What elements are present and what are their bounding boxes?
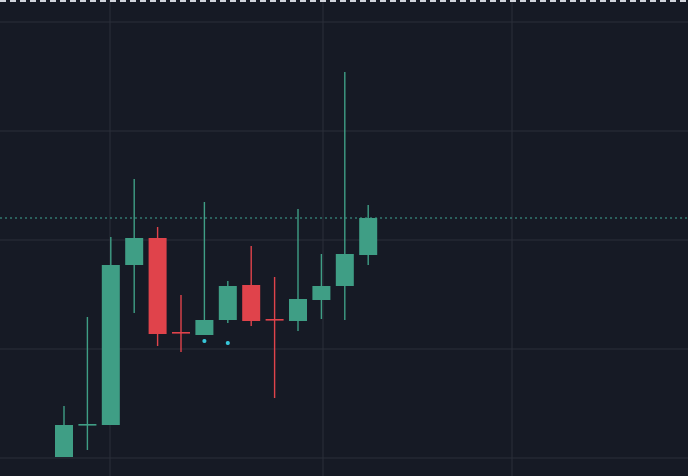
candle-body-9 bbox=[265, 319, 284, 321]
candle-12 bbox=[335, 72, 354, 320]
candle-1 bbox=[78, 317, 97, 450]
candle-10 bbox=[289, 209, 307, 331]
candle-4 bbox=[148, 227, 167, 346]
candle-body-6 bbox=[195, 320, 214, 335]
candle-body-1 bbox=[78, 424, 97, 426]
candle-body-11 bbox=[312, 286, 331, 300]
candle-9 bbox=[265, 277, 284, 398]
candle-5 bbox=[172, 295, 190, 352]
candle-body-12 bbox=[335, 254, 354, 286]
candle-body-2 bbox=[101, 265, 120, 425]
candle-body-4 bbox=[148, 238, 167, 334]
candle-body-0 bbox=[55, 425, 73, 457]
candle-body-13 bbox=[359, 218, 378, 255]
event-marker-1 bbox=[225, 341, 230, 345]
candle-body-3 bbox=[125, 238, 144, 265]
candle-body-8 bbox=[242, 285, 261, 321]
candle-body-7 bbox=[218, 286, 237, 320]
candle-11 bbox=[312, 254, 331, 319]
candle-0 bbox=[55, 406, 73, 457]
candle-6 bbox=[195, 202, 214, 335]
candle-7 bbox=[218, 281, 237, 323]
candle-2 bbox=[101, 237, 120, 425]
candle-3 bbox=[125, 179, 144, 313]
candle-8 bbox=[242, 246, 261, 326]
event-marker-0 bbox=[202, 339, 207, 343]
candle-body-10 bbox=[289, 299, 307, 321]
candles bbox=[55, 72, 378, 457]
candle-body-5 bbox=[172, 332, 190, 334]
event-markers bbox=[202, 339, 230, 345]
candle-13 bbox=[359, 205, 378, 265]
